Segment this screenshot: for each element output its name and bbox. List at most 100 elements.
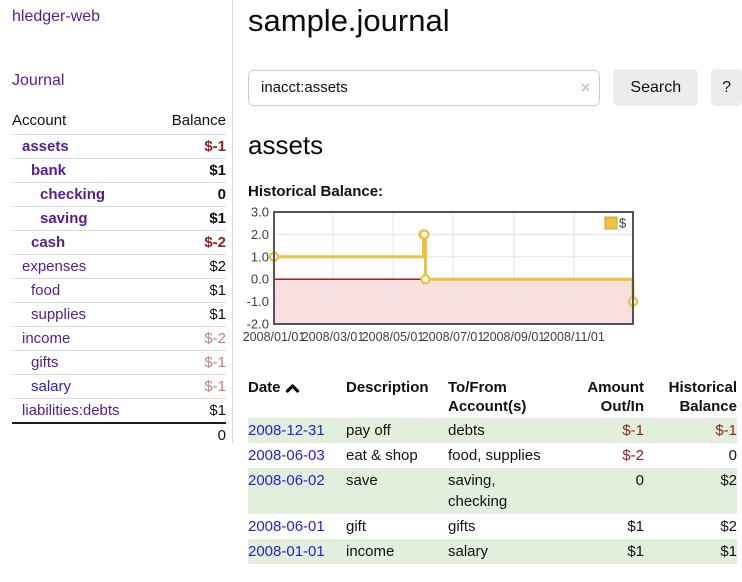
register-balance-cell: 0 — [728, 447, 737, 464]
sidebar-item-journal[interactable]: Journal — [12, 72, 65, 89]
register-header-balance: Historical Balance — [668, 379, 737, 415]
register-amount-cell: $-1 — [622, 422, 644, 439]
account-row: gifts $-1 — [12, 350, 226, 375]
register-accounts-cell: food, supplies — [448, 447, 541, 464]
register-balance-cell: $1 — [720, 543, 737, 560]
svg-text:2008/09/01: 2008/09/01 — [483, 330, 546, 344]
clear-search-icon[interactable]: × — [580, 77, 591, 97]
chart-title: Historical Balance: — [248, 183, 384, 200]
transaction-date-link[interactable]: 2008-12-31 — [248, 422, 325, 439]
svg-text:3.0: 3.0 — [251, 205, 269, 220]
register-row: 2008-06-01 gift gifts $1 $2 — [248, 514, 737, 539]
account-link[interactable]: salary — [31, 378, 72, 395]
account-row: supplies $1 — [12, 302, 226, 327]
svg-text:0.0: 0.0 — [251, 272, 269, 287]
register-header-row: Date Description To/From Account(s) Amou… — [248, 377, 737, 418]
account-link[interactable]: food — [31, 282, 61, 299]
transaction-date-link[interactable]: 2008-06-02 — [248, 472, 325, 489]
register-accounts-cell: salary — [448, 543, 489, 560]
register-balance-cell: $2 — [720, 518, 737, 535]
accounts-table: Account Balance assets $-1 bank $1 checking 0… — [12, 110, 226, 447]
chevron-up-icon — [285, 384, 299, 393]
register-header-amount: Amount Out/In — [587, 379, 644, 415]
main-content: sample.journal × Search ? assets Histori… — [233, 0, 742, 564]
account-row: saving $1 — [12, 206, 226, 231]
transaction-date-link[interactable]: 2008-06-01 — [248, 518, 325, 535]
register-accounts-cell: gifts — [448, 518, 476, 535]
register-date-cell: 2008-06-01 — [248, 514, 346, 539]
page-title: sample.journal — [248, 3, 450, 38]
register-row: 2008-06-03 eat & shop food, supplies $-2 0 — [248, 443, 737, 468]
register-description-cell: pay off — [346, 422, 391, 439]
register-amount-cell: 0 — [635, 472, 644, 489]
account-row: expenses $2 — [12, 254, 226, 279]
account-balance: $-1 — [154, 134, 226, 159]
account-row: assets $-1 — [12, 134, 226, 159]
account-row: checking 0 — [12, 182, 226, 207]
account-cell: expenses — [12, 254, 155, 279]
account-link[interactable]: checking — [40, 186, 106, 203]
account-link[interactable]: liabilities:debts — [22, 402, 120, 419]
account-cell: food — [12, 278, 155, 303]
search-button[interactable]: Search — [613, 69, 699, 106]
svg-text:2008/07/01: 2008/07/01 — [422, 330, 485, 344]
account-heading: assets — [248, 130, 324, 160]
register-table: Date Description To/From Account(s) Amou… — [248, 377, 737, 564]
account-link[interactable]: income — [22, 330, 71, 347]
search-bar: × Search ? — [248, 69, 742, 106]
register-date-cell: 2008-01-01 — [248, 539, 346, 564]
register-header-date-label: Date — [248, 379, 281, 396]
register-description-cell: save — [346, 472, 378, 489]
sidebar: hledger-web Journal Account Balance asse… — [0, 0, 233, 447]
account-balance: $1 — [154, 278, 226, 303]
transaction-date-link[interactable]: 2008-06-03 — [248, 447, 325, 464]
account-balance: $2 — [154, 254, 226, 279]
account-cell: cash — [12, 230, 155, 255]
register-amount-cell: $1 — [627, 518, 644, 535]
svg-text:-1.0: -1.0 — [247, 294, 269, 309]
account-link[interactable]: bank — [31, 162, 67, 179]
transaction-date-link[interactable]: 2008-01-01 — [248, 543, 325, 560]
svg-text:$: $ — [619, 216, 627, 231]
accounts-header-account: Account — [12, 112, 67, 129]
account-cell: assets — [12, 134, 155, 159]
account-row: income $-2 — [12, 326, 226, 351]
app-title-link[interactable]: hledger-web — [12, 8, 101, 25]
svg-text:2008/05/01: 2008/05/01 — [362, 330, 425, 344]
account-cell: gifts — [12, 350, 155, 375]
register-row: 2008-01-01 income salary $1 $1 — [248, 539, 737, 564]
account-balance: $-2 — [154, 326, 226, 351]
account-link[interactable]: supplies — [31, 306, 87, 323]
account-balance: $-1 — [154, 374, 226, 399]
register-header-date[interactable]: Date — [248, 377, 346, 418]
register-amount-cell: $-2 — [622, 447, 644, 464]
account-cell: income — [12, 326, 155, 351]
register-header-accounts: To/From Account(s) — [448, 379, 527, 415]
account-link[interactable]: saving — [40, 210, 88, 227]
account-balance: $1 — [154, 158, 226, 183]
register-accounts-cell: debts — [448, 422, 485, 439]
account-link[interactable]: expenses — [22, 258, 87, 275]
accounts-total-row: 0 — [12, 422, 226, 447]
accounts-header-balance: Balance — [171, 112, 226, 129]
account-row: salary $-1 — [12, 374, 226, 399]
account-row: food $1 — [12, 278, 226, 303]
account-link[interactable]: gifts — [31, 354, 59, 371]
register-description-cell: gift — [346, 518, 367, 535]
register-amount-cell: $1 — [627, 543, 644, 560]
svg-text:2008/11/01: 2008/11/01 — [543, 330, 605, 344]
help-button[interactable]: ? — [711, 69, 742, 106]
svg-text:-2.0: -2.0 — [247, 317, 269, 332]
account-link[interactable]: assets — [22, 138, 69, 155]
account-cell: liabilities:debts — [12, 398, 155, 423]
account-link[interactable]: cash — [31, 234, 66, 251]
register-balance-cell: $2 — [720, 472, 737, 489]
account-balance: $1 — [154, 206, 226, 231]
search-input[interactable] — [248, 69, 601, 106]
account-balance: $1 — [154, 302, 226, 327]
register-header-description: Description — [346, 379, 429, 396]
account-balance: 0 — [154, 182, 226, 207]
register-date-cell: 2008-06-02 — [248, 468, 346, 514]
register-description-cell: eat & shop — [346, 447, 418, 464]
register-balance-cell: $-1 — [715, 422, 737, 439]
